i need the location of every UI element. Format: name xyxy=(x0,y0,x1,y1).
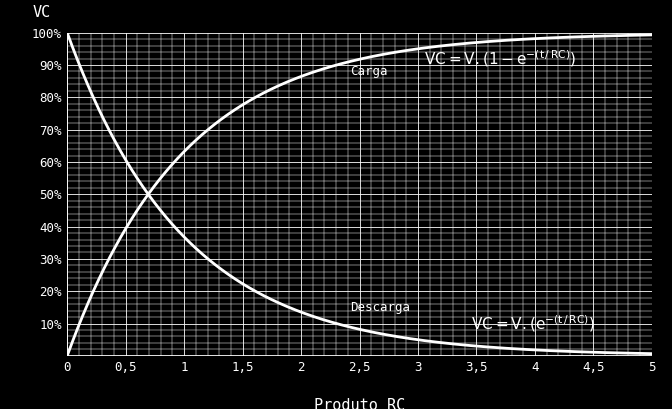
Text: $\mathsf{VC=V.(1-e^{-(t\,/\,RC)})}$: $\mathsf{VC=V.(1-e^{-(t\,/\,RC)})}$ xyxy=(424,48,576,69)
Text: VC: VC xyxy=(32,5,50,20)
Text: Descarga: Descarga xyxy=(350,301,410,314)
Text: Carga: Carga xyxy=(350,65,388,78)
Text: Produto RC: Produto RC xyxy=(314,398,405,409)
Text: $\mathsf{VC=V.(e^{-(t\,/\,RC)})}$: $\mathsf{VC=V.(e^{-(t\,/\,RC)})}$ xyxy=(470,313,595,334)
